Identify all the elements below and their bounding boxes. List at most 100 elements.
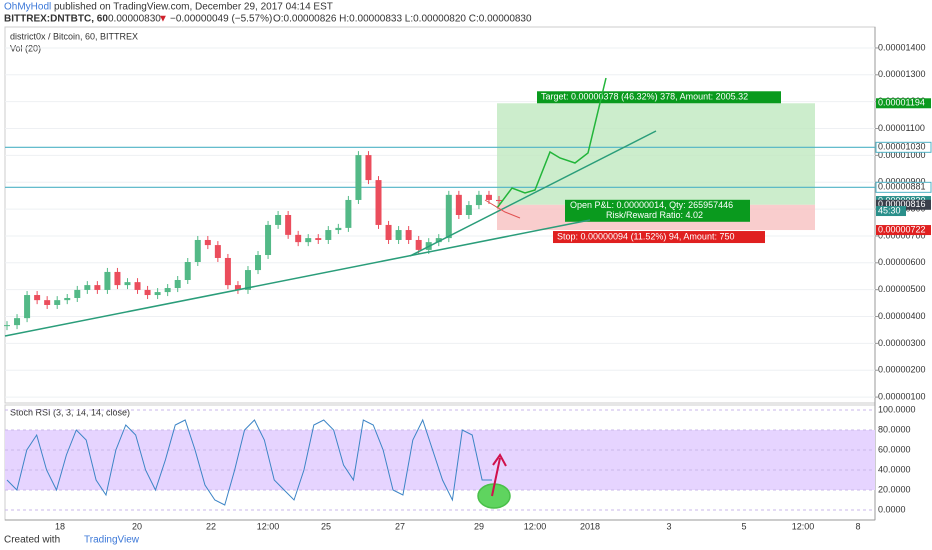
rsi-tick-label: 0.0000 [878,504,906,514]
trend-line [409,130,657,257]
candle [144,289,151,296]
x-tick-label: 18 [55,521,65,531]
candle [94,285,101,290]
target-text: Target: 0.00000378 (46.32%) 378, Amount:… [541,92,748,102]
candle [285,215,292,235]
candle [164,288,171,293]
author[interactable]: OhMyHodl [4,2,51,13]
candle [475,194,482,206]
price-tag [876,225,931,236]
rsi-tick-label: 20.0000 [878,484,911,494]
candle [194,239,201,262]
candle [124,282,131,286]
candle [485,194,492,200]
candle [455,194,462,215]
candle [315,238,322,240]
x-tick-label: 5 [741,521,746,531]
x-tick-label: 22 [206,521,216,531]
y-tick-label: 0.00000500 [878,284,926,294]
x-tick-label: 20 [132,521,142,531]
x-tick-label: 27 [395,521,405,531]
target-box [537,91,781,104]
rsi-band [5,430,875,490]
ohlc: O:0.00000826 H:0.00000833 L:0.00000820 C… [273,14,532,25]
candle [305,238,312,243]
x-tick-label: 12:00 [524,521,547,531]
candle [104,271,111,290]
candle [114,271,121,286]
drawings [4,77,657,509]
rsi-tick-label: 80.0000 [878,424,911,434]
candle [174,279,181,289]
rsi-tick-label: 40.0000 [878,464,911,474]
price-tag [876,199,931,210]
candle [214,245,221,258]
change: −0.00000049 (−5.57%) [170,14,272,25]
footer-created: Created with [4,535,60,546]
candle [395,230,402,240]
arrow: ▼ [158,14,168,25]
arrow-up [491,457,501,497]
x-tick-label: 29 [474,521,484,531]
candle [244,270,251,290]
x-tick-label: 3 [666,521,671,531]
x-tick-label: 25 [321,521,331,531]
x-tick-label: 12:00 [257,521,280,531]
candle [14,318,21,326]
plot: 0.000014000.000013000.000012000.00001100… [4,42,932,531]
pnl-text: Open P&L: 0.00000014, Qty: 265957446 [570,200,733,210]
rsi-tick-label: 100.0000 [878,404,916,414]
x-tick-label: 8 [855,521,860,531]
candle [365,155,372,181]
candle [224,257,231,286]
price-tag-label: 0.00001194 [878,98,925,108]
y-tick-label: 0.00000600 [878,257,926,267]
last: 0.00000830 [108,14,161,25]
y-tick-label: 0.00000300 [878,338,926,348]
candle [134,282,141,290]
candle [275,215,282,225]
projection [496,77,607,209]
candle [204,239,211,246]
candle [54,300,61,305]
level-label: 0.00001030 [878,142,926,152]
level-label: 0.00000881 [878,182,926,192]
candle [4,325,10,327]
rsi-tick-label: 60.0000 [878,444,911,454]
y-tick-label: 0.00001400 [878,42,926,52]
candle [375,180,382,225]
candle [465,205,472,215]
candle [74,289,81,298]
y-tick-label: 0.00000900 [878,177,926,187]
price-tag [876,98,931,109]
y-tick-label: 0.00000100 [878,391,926,401]
candle [415,239,422,250]
candle [445,194,452,239]
rr-text: Risk/Reward Ratio: 4.02 [606,210,703,220]
candle [255,255,262,271]
countdown-tag [876,206,906,217]
trend-line [4,219,591,337]
candle [64,297,71,301]
stop-text: Stop: 0.00000094 (11.52%) 94, Amount: 75… [557,231,734,241]
y-tick-label: 0.00000400 [878,311,926,321]
y-tick-label: 0.00001300 [878,69,926,79]
candle [496,199,502,202]
footer-brand[interactable]: TradingView [84,535,140,546]
x-tick-label: 2018 [580,521,600,531]
candle [355,155,362,200]
stop-box [553,231,765,244]
candle [295,234,302,243]
candle [405,230,412,240]
y-tick-label: 0.00001100 [878,123,925,133]
countdown: 45:30 [878,205,901,215]
projection-down [484,199,521,219]
candle [34,295,41,301]
rsi-line [6,418,492,506]
candle [84,285,91,290]
chart-title: district0x / Bitcoin, 60, BITTREX [10,31,138,41]
candle [265,224,272,256]
candle [385,224,392,240]
price-tag-label: 0.00000816 [878,199,926,209]
